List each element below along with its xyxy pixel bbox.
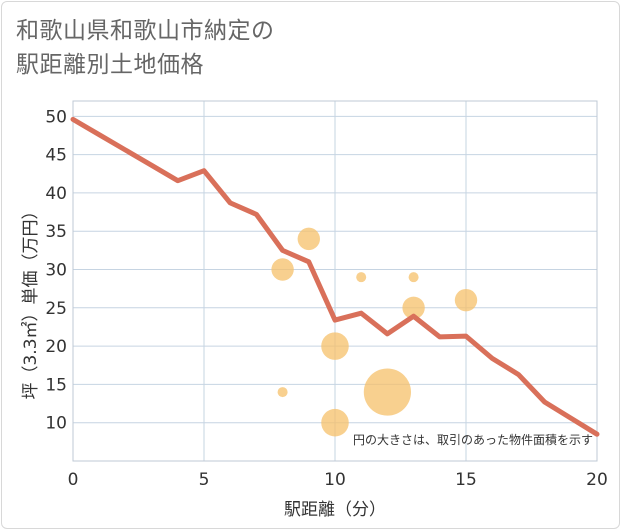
bubble-point: [321, 332, 349, 360]
y-tick-label: 15: [45, 375, 67, 395]
y-tick-label: 50: [45, 107, 67, 127]
bubble-point: [321, 408, 349, 437]
bubble-point: [277, 387, 288, 398]
y-tick-label: 30: [45, 261, 67, 281]
y-tick-labels: 10 15 20 25 30 35 40 45 50: [45, 107, 67, 433]
x-tick-label: 5: [199, 470, 210, 490]
bubbles-layer: [271, 227, 478, 437]
bubble-point: [454, 288, 478, 312]
grid-lines: [72, 101, 598, 461]
trend-line: [70, 116, 600, 437]
x-tick-label: 20: [586, 470, 608, 490]
y-tick-label: 45: [45, 146, 67, 166]
x-tick-labels: 0 5 10 15 20: [68, 470, 608, 490]
x-tick-label: 15: [455, 470, 477, 490]
y-tick-label: 25: [45, 299, 67, 319]
bubble-point: [363, 368, 411, 416]
y-tick-label: 20: [45, 337, 67, 357]
y-tick-label: 40: [45, 184, 67, 204]
x-tick-label: 10: [324, 470, 346, 490]
bubble-point: [408, 272, 419, 283]
bubble-point: [402, 296, 425, 320]
x-axis-label: 駅距離（分）: [284, 500, 386, 520]
bubble-point: [271, 258, 294, 281]
y-tick-label: 10: [45, 414, 67, 434]
bubble-point: [356, 272, 367, 283]
y-axis-label: 坪（3.3㎡）単価（万円）: [21, 202, 41, 399]
plot-area-border: [72, 100, 598, 462]
size-note: 円の大きさは、取引のあった物件面積を示す: [353, 432, 593, 447]
chart-title: 和歌山県和歌山市納定の 駅距離別土地価格: [16, 18, 275, 78]
bubble-point: [297, 227, 320, 251]
y-tick-label: 35: [45, 222, 67, 242]
x-tick-label: 0: [68, 470, 79, 490]
